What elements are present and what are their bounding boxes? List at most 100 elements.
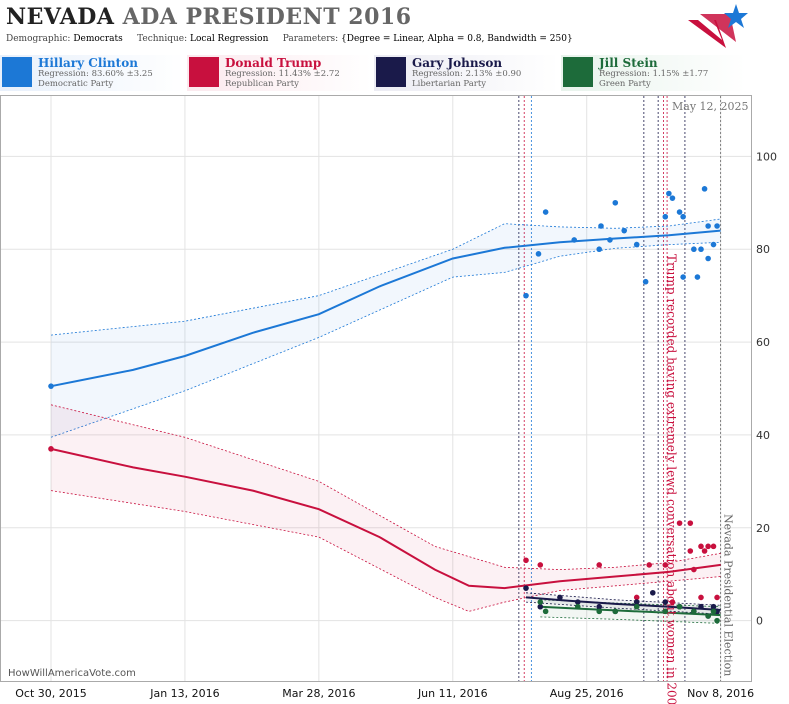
- y-tick-label: 20: [756, 522, 770, 535]
- regression-line: [50, 229, 721, 388]
- plot-frame: [0, 95, 752, 682]
- poll-point: [612, 199, 619, 206]
- lower-bound-line: [50, 490, 721, 612]
- upper-bound-line: [50, 404, 721, 571]
- x-tick-label: Mar 28, 2016: [282, 687, 355, 700]
- poll-point: [607, 237, 613, 243]
- poll-point: [698, 594, 704, 601]
- poll-point: [542, 608, 549, 615]
- poll-point: [612, 608, 619, 615]
- poll-point: [710, 608, 717, 615]
- poll-point: [596, 603, 603, 610]
- poll-point: [537, 603, 544, 610]
- candidate-regression: Regression: 1.15% ±1.77: [599, 69, 709, 79]
- candidate-party: Republican Party: [225, 79, 299, 89]
- poll-point: [701, 548, 708, 554]
- poll-point: [662, 562, 669, 568]
- poll-point: [714, 594, 720, 601]
- poll-point: [705, 613, 711, 619]
- poll-point: [523, 585, 529, 591]
- poll-point: [705, 543, 711, 550]
- poll-point: [687, 520, 694, 526]
- poll-point: [633, 594, 640, 601]
- poll-point: [596, 608, 603, 615]
- demographic-value: Democrats: [73, 34, 123, 44]
- page-title: NEVADA ADA PRESIDENT 2016: [6, 4, 412, 30]
- regression-line: [50, 447, 721, 590]
- x-tick-label: Jun 11, 2016: [417, 687, 488, 700]
- liberty-icon: [376, 57, 406, 87]
- poll-point: [710, 603, 717, 610]
- poll-point: [542, 209, 549, 215]
- y-tick-label: 60: [756, 336, 770, 349]
- confidence-band: [51, 219, 721, 438]
- upper-bound-line: [50, 218, 721, 336]
- poll-point: [714, 223, 720, 229]
- poll-point: [537, 562, 544, 568]
- annotation-label: Nevada Presidential Election: [722, 514, 735, 676]
- poll-point: [642, 278, 649, 285]
- poll-point: [662, 599, 669, 605]
- candidate-party: Green Party: [599, 79, 651, 89]
- poll-point: [680, 274, 686, 280]
- candidate-party: Libertarian Party: [412, 79, 487, 89]
- poll-point: [669, 195, 676, 201]
- poll-point: [698, 543, 704, 550]
- poll-point: [694, 274, 701, 280]
- technique-key: Technique:: [137, 34, 188, 44]
- x-tick-label: Oct 30, 2015: [15, 687, 87, 700]
- poll-point: [523, 557, 529, 564]
- poll-point: [714, 617, 720, 624]
- annotation-label: Trump recorded having extremely lewd con…: [665, 254, 679, 704]
- poll-point: [676, 209, 683, 215]
- lower-bound-line: [540, 616, 721, 624]
- candidate-name: Donald Trump: [225, 56, 322, 70]
- poll-point: [710, 543, 717, 550]
- star-swoosh-logo: [688, 4, 748, 48]
- elephant-icon: [189, 57, 219, 87]
- poll-point: [698, 603, 704, 610]
- candidate-name: Hillary Clinton: [38, 56, 138, 70]
- title-state: NEVADA: [6, 4, 115, 30]
- poll-point: [705, 223, 711, 229]
- y-tick-label: 100: [756, 150, 777, 163]
- poll-point: [621, 227, 628, 234]
- poll-point: [571, 237, 578, 243]
- candidate-card-johnson: Gary Johnson Regression: 2.13% ±0.90 Lib…: [374, 55, 559, 91]
- title-rest: ADA PRESIDENT 2016: [122, 4, 412, 30]
- x-tick-label: Aug 25, 2016: [550, 687, 624, 700]
- lower-bound-line: [50, 241, 721, 438]
- poll-point: [574, 599, 581, 605]
- date-stamp: May 12, 2025: [672, 100, 749, 113]
- candidate-regression: Regression: 11.43% ±2.72: [225, 69, 340, 79]
- poll-point: [646, 562, 653, 568]
- y-tick-label: 0: [756, 615, 763, 628]
- donkey-icon: [2, 57, 32, 87]
- candidate-name: Gary Johnson: [412, 56, 503, 70]
- confidence-band: [51, 404, 721, 612]
- poll-point: [710, 241, 717, 248]
- technique-value: Local Regression: [190, 34, 269, 44]
- poll-point: [687, 548, 694, 554]
- poll-point: [676, 520, 683, 526]
- x-tick-label: Jan 13, 2016: [149, 687, 219, 700]
- y-tick-label: 80: [756, 243, 770, 256]
- candidate-party: Democratic Party: [38, 79, 114, 89]
- poll-point: [701, 186, 708, 192]
- poll-point: [662, 213, 669, 220]
- candidate-card-trump: Donald Trump Regression: 11.43% ±2.72 Re…: [187, 55, 372, 91]
- poll-point: [662, 608, 669, 615]
- poll-point: [596, 562, 603, 568]
- poll-point: [537, 599, 544, 605]
- poll-point: [633, 603, 640, 610]
- parameters-value: {Degree = Linear, Alpha = 0.8, Bandwidth…: [341, 34, 573, 44]
- poll-point: [48, 446, 54, 452]
- poll-point: [598, 223, 604, 229]
- parameters-key: Parameters:: [282, 34, 339, 44]
- poll-point: [633, 241, 640, 248]
- regression-line: [525, 596, 721, 611]
- poll-point: [666, 190, 672, 197]
- demographic-key: Demographic:: [6, 34, 71, 44]
- poll-point: [557, 594, 563, 601]
- poll-point: [48, 383, 54, 389]
